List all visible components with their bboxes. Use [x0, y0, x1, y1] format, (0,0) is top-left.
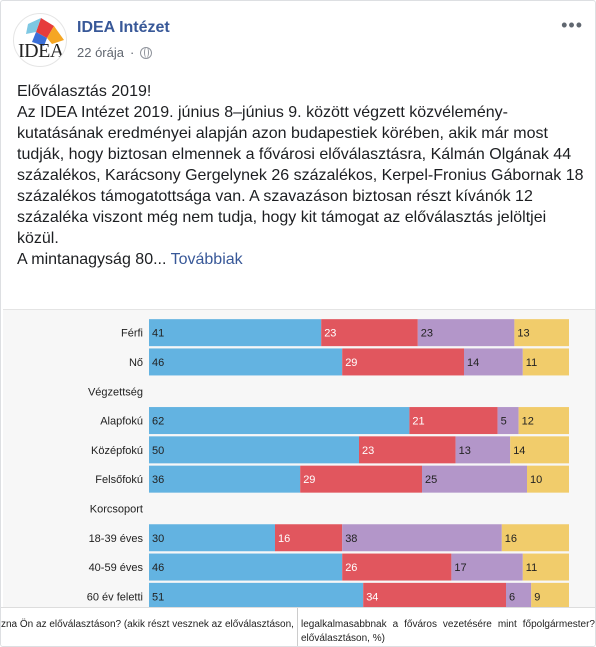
chart-data-label: 16: [505, 533, 517, 545]
chart-data-label: 17: [454, 562, 466, 574]
chart-bar-segment: [522, 553, 569, 581]
page-name-link[interactable]: IDEA Intézet: [77, 19, 170, 36]
chart-bar-segment: [506, 582, 532, 608]
chart-bar-segment: [149, 524, 275, 552]
post-title-line: Előválasztás 2019!: [17, 83, 152, 100]
chart-data-label: 6: [509, 591, 515, 603]
chart-bar-segment: [464, 348, 523, 376]
chart-data-label: 16: [278, 533, 290, 545]
caption-right: legalkalmasabbnak a főváros vezetésére m…: [301, 619, 595, 644]
chart-data-label: 14: [513, 445, 525, 457]
chart-bar-segment: [342, 348, 464, 376]
chart-data-label: 21: [412, 416, 424, 428]
chart-data-label: 50: [152, 445, 164, 457]
chart-bar-segment: [409, 407, 498, 435]
chart-group-heading: Végzettség: [88, 386, 143, 398]
chart-bar-segment: [417, 319, 515, 347]
chart-bar-segment: [275, 524, 343, 552]
avatar-text: IDEA: [18, 40, 64, 62]
caption-left: zna Ön az előválasztáson? (akik részt ve…: [1, 619, 293, 630]
chart-bar-segment: [363, 582, 506, 608]
chart-row-label: Alapfokú: [100, 416, 143, 428]
chart-data-label: 13: [459, 445, 471, 457]
chart-data-label: 9: [534, 591, 540, 603]
stacked-bar-chart: Férfi 41 23 23 13 Nő 46 29 14 11 Végzettség Alapfok…: [87, 319, 569, 608]
chart-data-label: 36: [152, 474, 164, 486]
chart-bar-segment: [531, 582, 569, 608]
chart-bar-segment: [422, 465, 527, 493]
avatar[interactable]: IDEA: [13, 13, 67, 67]
post-header: IDEA IDEA Intézet 22 órája · •••: [13, 13, 585, 69]
chart-bar-segment: [518, 407, 569, 435]
post-timestamp[interactable]: 22 órája: [77, 45, 124, 60]
chart-row-label: 18-39 éves: [89, 533, 144, 545]
chart-bar-segment: [149, 407, 410, 435]
post-meta: 22 órája ·: [77, 45, 153, 60]
chart-data-label: 34: [366, 591, 378, 603]
chart-row-label: 60 év feletti: [87, 591, 143, 603]
post-last-line: A mintanagyság 80... Továbbiak: [17, 249, 587, 270]
chart-data-label: 26: [345, 562, 357, 574]
chart-data-label: 29: [345, 357, 357, 369]
chart-data-label: 25: [425, 474, 437, 486]
meta-separator: ·: [129, 45, 135, 60]
chart-data-label: 11: [526, 357, 537, 369]
chart-bar-segment: [455, 436, 511, 464]
chart-bar-segment: [451, 553, 523, 581]
chart-data-label: 30: [152, 533, 164, 545]
chart-row-label: Felsőfokú: [95, 474, 143, 486]
chart-bar-segment: [149, 582, 364, 608]
chart-bar-segment: [514, 319, 569, 347]
chart-data-label: 14: [467, 357, 479, 369]
chart-data-label: 41: [152, 328, 164, 340]
chart-row-label: Középfokú: [91, 445, 143, 457]
chart-bar-segment: [149, 319, 322, 347]
chart-data-label: 23: [362, 445, 374, 457]
chart-row-label: 40-59 éves: [89, 562, 144, 574]
chart-bar-segment: [522, 348, 569, 376]
chart-data-label: 38: [345, 533, 357, 545]
see-more-link[interactable]: Továbbiak: [170, 251, 243, 268]
chart-bar-segment: [149, 436, 359, 464]
chart-bar-segment: [149, 465, 301, 493]
chart-bar-segment: [527, 465, 569, 493]
chart-bar-segment: [359, 436, 456, 464]
chart-data-label: 23: [421, 328, 433, 340]
chart-bar-segment: [497, 407, 519, 435]
chart-data-label: 13: [517, 328, 529, 340]
chart-bar-segment: [501, 524, 569, 552]
post-paragraph: Az IDEA Intézet 2019. június 8–június 9.…: [17, 104, 584, 247]
caption-divider: [297, 608, 298, 646]
chart-bar-segment: [342, 553, 452, 581]
chart-data-label: 62: [152, 416, 164, 428]
chart-data-label: 46: [152, 357, 164, 369]
chart-row-label: Nő: [129, 357, 143, 369]
chart-bar-segment: [342, 524, 502, 552]
chart-group-heading: Korcsoport: [90, 503, 143, 515]
post-sample-size: A mintanagyság 80...: [17, 251, 167, 268]
more-dots-icon[interactable]: •••: [561, 15, 583, 35]
chart-captions: zna Ön az előválasztáson? (akik részt ve…: [1, 607, 595, 646]
chart-bar-segment: [300, 465, 422, 493]
chart-data-label: 10: [530, 474, 542, 486]
chart-image[interactable]: Férfi 41 23 23 13 Nő 46 29 14 11 Végzettség Alapfok…: [3, 309, 595, 608]
chart-row-label: Férfi: [121, 328, 143, 340]
chart-data-label: 11: [526, 562, 537, 574]
chart-data-label: 51: [152, 591, 164, 603]
chart-data-label: 5: [501, 416, 507, 428]
chart-data-label: 46: [152, 562, 164, 574]
chart-bar-segment: [149, 553, 343, 581]
post-body: Előválasztás 2019! Az IDEA Intézet 2019.…: [17, 81, 587, 270]
chart-data-label: 23: [324, 328, 336, 340]
chart-data-label: 29: [303, 474, 315, 486]
globe-icon[interactable]: [140, 46, 153, 59]
chart-data-label: 12: [522, 416, 534, 428]
chart-bar-segment: [149, 348, 343, 376]
chart-bar-segment: [510, 436, 569, 464]
chart-bar-segment: [321, 319, 418, 347]
idea-logo-icon: [26, 18, 64, 46]
